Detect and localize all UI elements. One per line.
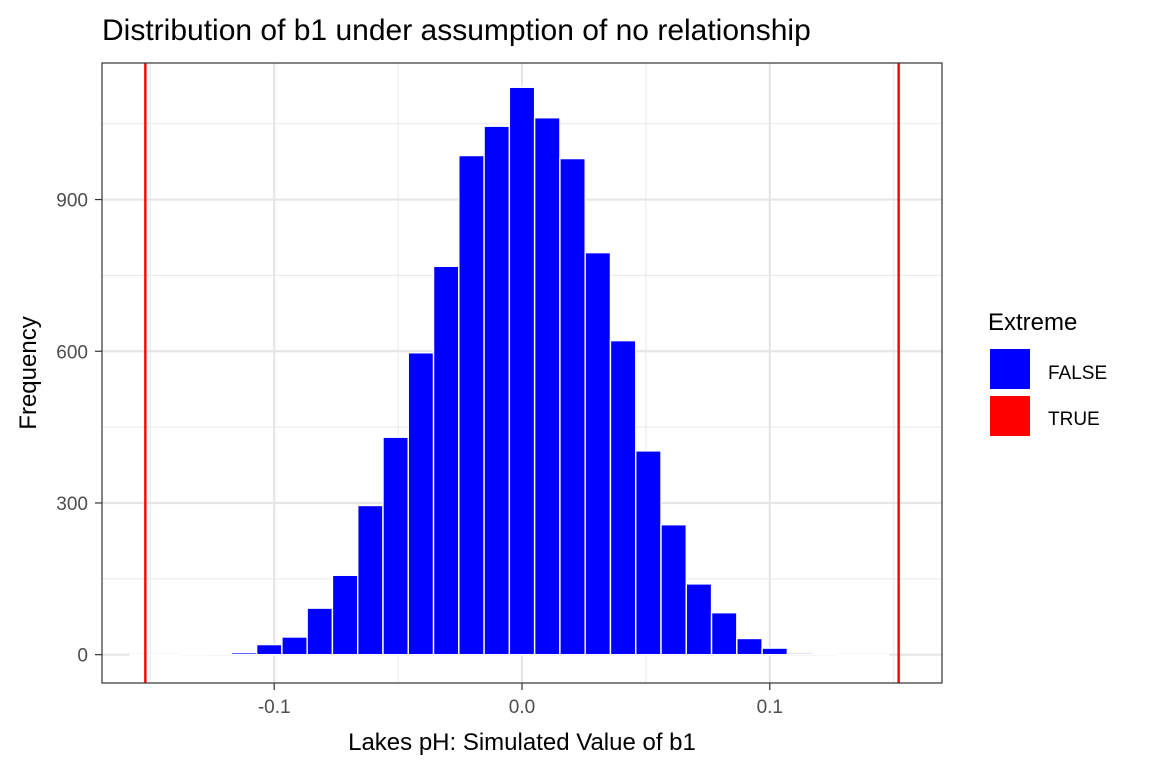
x-axis-title: Lakes pH: Simulated Value of b1 bbox=[348, 729, 696, 756]
bar-false bbox=[281, 636, 308, 656]
bar-false bbox=[432, 265, 460, 656]
y-tick-label: 600 bbox=[56, 342, 88, 363]
x-tick-label: 0.0 bbox=[509, 697, 535, 718]
bar-false bbox=[559, 157, 586, 656]
bar-false bbox=[230, 651, 258, 656]
legend-swatch-true bbox=[990, 396, 1030, 436]
legend-title: Extreme bbox=[988, 309, 1077, 336]
y-tick-label: 300 bbox=[56, 494, 88, 515]
y-tick-label: 0 bbox=[77, 646, 88, 667]
bar-false bbox=[635, 450, 662, 656]
legend: Extreme FALSE TRUE bbox=[988, 309, 1107, 436]
bar-false bbox=[458, 154, 485, 656]
bar-false bbox=[508, 86, 536, 656]
bar-false bbox=[357, 504, 384, 656]
reference-lines bbox=[144, 63, 900, 683]
bar-false bbox=[533, 116, 561, 656]
bar-false bbox=[407, 352, 435, 656]
bar-false bbox=[331, 574, 359, 656]
bar-false bbox=[710, 612, 738, 656]
bar-false bbox=[811, 653, 839, 656]
bar-false bbox=[205, 652, 233, 656]
y-tick-label: 900 bbox=[56, 191, 88, 212]
bar-false bbox=[255, 643, 283, 656]
x-axis: -0.1 0.0 0.1 bbox=[258, 683, 783, 718]
legend-swatch-false bbox=[990, 349, 1030, 389]
bar-false bbox=[660, 524, 687, 656]
y-axis-title: Frequency bbox=[15, 316, 42, 429]
legend-label-false: FALSE bbox=[1048, 363, 1107, 384]
bar-false bbox=[180, 653, 207, 656]
bar-false bbox=[129, 653, 157, 656]
bar-false bbox=[382, 436, 409, 656]
bar-false bbox=[761, 647, 789, 656]
bar-true bbox=[533, 115, 561, 119]
histogram-bars bbox=[129, 86, 890, 656]
plot-panel bbox=[101, 62, 943, 684]
legend-label-true: TRUE bbox=[1048, 409, 1100, 430]
bar-false bbox=[609, 339, 637, 656]
bar-false bbox=[483, 125, 511, 656]
bar-false bbox=[584, 251, 612, 656]
bar-false bbox=[786, 652, 814, 656]
x-tick-label: -0.1 bbox=[258, 697, 291, 718]
bar-false bbox=[154, 653, 182, 656]
x-tick-label: 0.1 bbox=[757, 697, 783, 718]
bar-false bbox=[837, 653, 864, 656]
bar-false bbox=[736, 637, 763, 656]
bar-false bbox=[685, 583, 713, 656]
chart-title: Distribution of b1 under assumption of n… bbox=[102, 14, 811, 47]
bar-false bbox=[862, 653, 890, 656]
y-axis: 0 300 600 900 bbox=[56, 191, 102, 667]
bar-false bbox=[306, 607, 334, 656]
